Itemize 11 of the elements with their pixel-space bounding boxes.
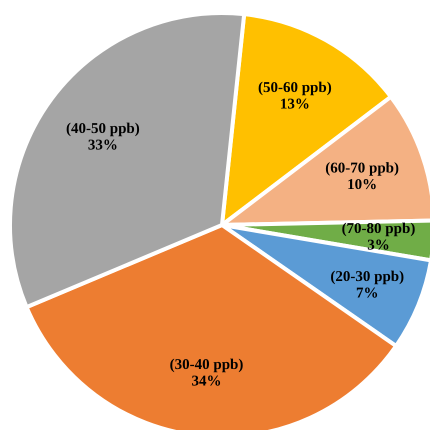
slice-label: (40-50 ppb)	[66, 121, 140, 138]
slice-label: (30-40 ppb)	[170, 357, 244, 374]
slice-label: (50-60 ppb)	[258, 80, 332, 96]
data-label: 34%	[191, 374, 222, 390]
data-label: 7%	[356, 285, 378, 302]
slice-label: (20-30 ppb)	[330, 268, 404, 285]
slice-label: (70-80 ppb)	[342, 220, 416, 237]
data-label: 33%	[88, 138, 118, 154]
slice-label: (60-70 ppb)	[325, 160, 400, 177]
data-label: 10%	[347, 177, 378, 194]
data-label: 13%	[280, 96, 310, 113]
